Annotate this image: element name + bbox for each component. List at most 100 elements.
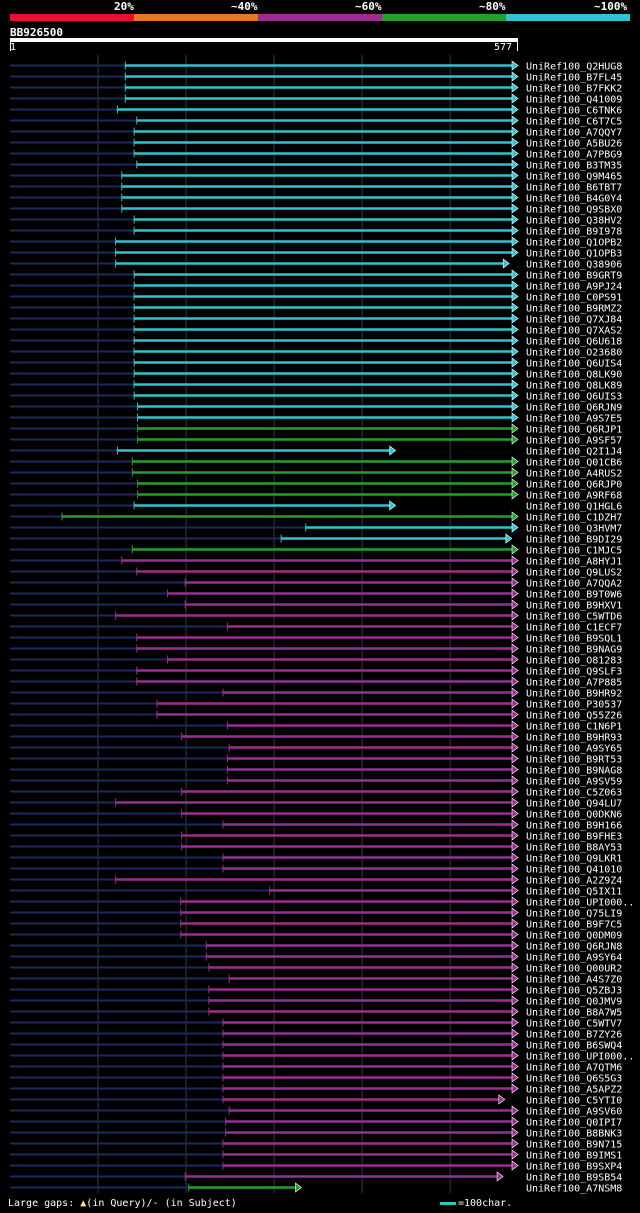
hit-label[interactable]: UniRef100_Q94LU7 [526,799,622,810]
hit-label[interactable]: UniRef100_UPI000.. [526,898,634,909]
hit-label[interactable]: UniRef100_C5YTI0 [526,1096,622,1107]
hit-label[interactable]: UniRef100_B4G0Y4 [526,194,622,205]
hit-label[interactable]: UniRef100_Q9LKR1 [526,854,622,865]
hit-label[interactable]: UniRef100_Q41010 [526,865,622,876]
hit-label[interactable]: UniRef100_Q6U618 [526,337,622,348]
hit-label[interactable]: UniRef100_B6SWQ4 [526,1041,622,1052]
hit-label[interactable]: UniRef100_B8A7W5 [526,1008,622,1019]
hit-label[interactable]: UniRef100_Q75LI9 [526,909,622,920]
hit-label[interactable]: UniRef100_A9SY64 [526,953,622,964]
hit-label[interactable]: UniRef100_C1N6P1 [526,722,622,733]
hit-label[interactable]: UniRef100_A9SV59 [526,777,622,788]
hit-label[interactable]: UniRef100_A5APZ2 [526,1085,622,1096]
hit-label[interactable]: UniRef100_Q0DKN6 [526,810,622,821]
hit-label[interactable]: UniRef100_Q1OPB2 [526,238,622,249]
hit-label[interactable]: UniRef100_Q9SBX0 [526,205,622,216]
hit-label[interactable]: UniRef100_C6TNK6 [526,106,622,117]
hit-label[interactable]: UniRef100_Q2HUG8 [526,62,622,73]
hit-label[interactable]: UniRef100_B9SXP4 [526,1162,622,1173]
hit-label[interactable]: UniRef100_B8AY53 [526,843,622,854]
hit-label[interactable]: UniRef100_B9RT53 [526,755,622,766]
hit-label[interactable]: UniRef100_A7NSM8 [526,1184,622,1195]
hit-label[interactable]: UniRef100_C5Z063 [526,788,622,799]
hit-label[interactable]: UniRef100_B9SB54 [526,1173,622,1184]
hit-label[interactable]: UniRef100_Q8LK89 [526,381,622,392]
hit-label[interactable]: UniRef100_Q6RJP1 [526,425,622,436]
hit-label[interactable]: UniRef100_B9N715 [526,1140,622,1151]
hit-label[interactable]: UniRef100_A9PJ24 [526,282,622,293]
hit-label[interactable]: UniRef100_Q38906 [526,260,622,271]
hit-label[interactable]: UniRef100_B9HXV1 [526,601,622,612]
hit-label[interactable]: UniRef100_A7QQY7 [526,128,622,139]
hit-label[interactable]: UniRef100_B9IMS1 [526,1151,622,1162]
hit-label[interactable]: UniRef100_B9GRT9 [526,271,622,282]
hit-label[interactable]: UniRef100_A9SY65 [526,744,622,755]
hit-label[interactable]: UniRef100_A5BU26 [526,139,622,150]
hit-label[interactable]: UniRef100_UPI000.. [526,1052,634,1063]
hit-label[interactable]: UniRef100_C6T7C5 [526,117,622,128]
hit-label[interactable]: UniRef100_Q6S5G3 [526,1074,622,1085]
hit-label[interactable]: UniRef100_A7QQA2 [526,579,622,590]
hit-label[interactable]: UniRef100_Q00UR2 [526,964,622,975]
hit-label[interactable]: UniRef100_C1ECF7 [526,623,622,634]
hit-label[interactable]: UniRef100_Q6RJN9 [526,403,622,414]
hit-label[interactable]: UniRef100_Q3HVM7 [526,524,622,535]
hit-label[interactable]: UniRef100_Q1HGL6 [526,502,622,513]
hit-label[interactable]: UniRef100_A9SV60 [526,1107,622,1118]
hit-label[interactable]: UniRef100_Q6RJN8 [526,942,622,953]
hit-label[interactable]: UniRef100_A2Z9Z4 [526,876,622,887]
hit-label[interactable]: UniRef100_B3TM35 [526,161,622,172]
hit-label[interactable]: UniRef100_Q7XAS2 [526,326,622,337]
hit-label[interactable]: UniRef100_B9HR92 [526,689,622,700]
hit-label[interactable]: UniRef100_Q8LK90 [526,370,622,381]
hit-label[interactable]: UniRef100_Q9SLF3 [526,667,622,678]
hit-label[interactable]: UniRef100_O23680 [526,348,622,359]
hit-label[interactable]: UniRef100_B9DI29 [526,535,622,546]
hit-label[interactable]: UniRef100_Q5ZBJ3 [526,986,622,997]
hit-label[interactable]: UniRef100_B9NAG9 [526,645,622,656]
hit-label[interactable]: UniRef100_B7FKK2 [526,84,622,95]
hit-label[interactable]: UniRef100_Q41009 [526,95,622,106]
hit-label[interactable]: UniRef100_O81283 [526,656,622,667]
hit-label[interactable]: UniRef100_Q7XJ84 [526,315,622,326]
hit-label[interactable]: UniRef100_B9I978 [526,227,622,238]
hit-label[interactable]: UniRef100_B9F7C5 [526,920,622,931]
hit-label[interactable]: UniRef100_Q6UIS4 [526,359,622,370]
hit-label[interactable]: UniRef100_Q0JMV9 [526,997,622,1008]
hit-label[interactable]: UniRef100_Q01CB6 [526,458,622,469]
hit-label[interactable]: UniRef100_A4RUS2 [526,469,622,480]
hit-label[interactable]: UniRef100_Q55Z26 [526,711,622,722]
hit-label[interactable]: UniRef100_Q6UIS3 [526,392,622,403]
hit-label[interactable]: UniRef100_P30537 [526,700,622,711]
hit-label[interactable]: UniRef100_A8HYJ1 [526,557,622,568]
hit-label[interactable]: UniRef100_B9FHE3 [526,832,622,843]
hit-label[interactable]: UniRef100_Q38HV2 [526,216,622,227]
hit-label[interactable]: UniRef100_B9T0W6 [526,590,622,601]
hit-label[interactable]: UniRef100_Q5IX11 [526,887,622,898]
hit-label[interactable]: UniRef100_Q2I1J4 [526,447,622,458]
hit-label[interactable]: UniRef100_C0PS91 [526,293,622,304]
hit-label[interactable]: UniRef100_B9HR93 [526,733,622,744]
hit-label[interactable]: UniRef100_A7P885 [526,678,622,689]
hit-label[interactable]: UniRef100_Q9M465 [526,172,622,183]
hit-label[interactable]: UniRef100_B9RMZ2 [526,304,622,315]
hit-label[interactable]: UniRef100_B8BNK3 [526,1129,622,1140]
hit-label[interactable]: UniRef100_C1MJC5 [526,546,622,557]
hit-label[interactable]: UniRef100_A4S7Z0 [526,975,622,986]
hit-label[interactable]: UniRef100_A7QTM6 [526,1063,622,1074]
hit-label[interactable]: UniRef100_Q0DM09 [526,931,622,942]
hit-label[interactable]: UniRef100_A9SF57 [526,436,622,447]
hit-label[interactable]: UniRef100_B7ZY26 [526,1030,622,1041]
hit-label[interactable]: UniRef100_Q1OPB3 [526,249,622,260]
hit-label[interactable]: UniRef100_B7FL45 [526,73,622,84]
hit-label[interactable]: UniRef100_A9RF68 [526,491,622,502]
hit-label[interactable]: UniRef100_C1DZH7 [526,513,622,524]
hit-label[interactable]: UniRef100_B9SQL1 [526,634,622,645]
hit-label[interactable]: UniRef100_A9S7E5 [526,414,622,425]
hit-label[interactable]: UniRef100_C5WTV7 [526,1019,622,1030]
hit-label[interactable]: UniRef100_A7PBG9 [526,150,622,161]
hit-label[interactable]: UniRef100_Q6RJP0 [526,480,622,491]
hit-label[interactable]: UniRef100_C5WTD6 [526,612,622,623]
hit-label[interactable]: UniRef100_B9NAG8 [526,766,622,777]
hit-label[interactable]: UniRef100_Q9LUS2 [526,568,622,579]
